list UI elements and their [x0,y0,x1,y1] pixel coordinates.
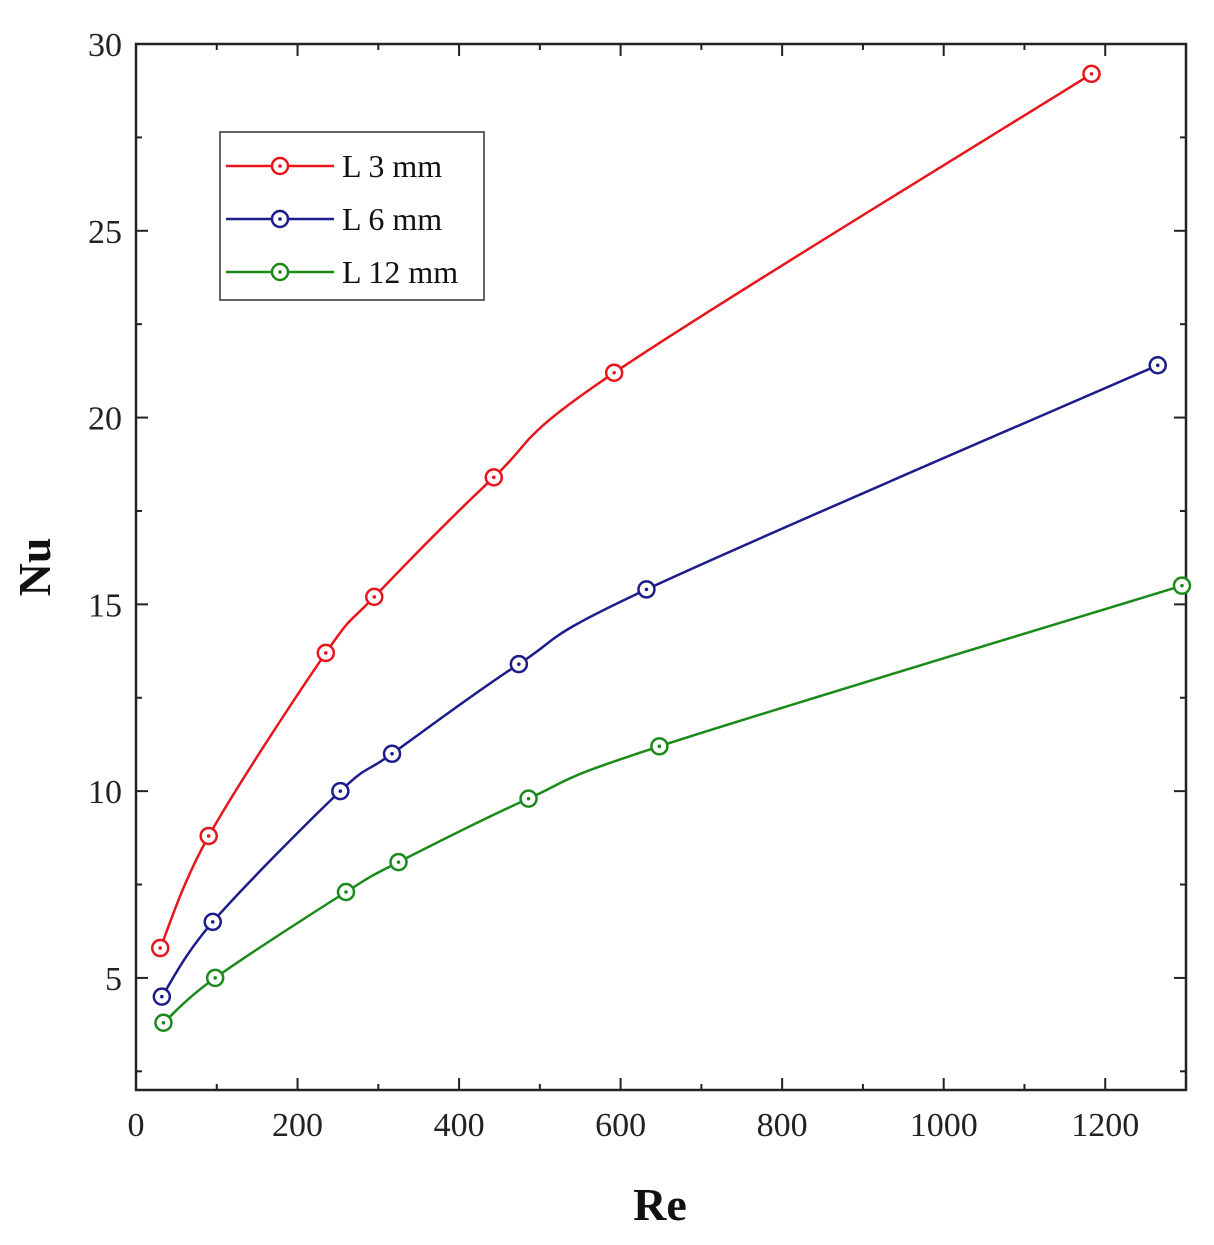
y-tick-label: 15 [88,587,122,624]
legend-marker [270,262,290,282]
data-point [336,882,356,902]
data-point [152,987,172,1006]
x-tick-label: 400 [434,1107,485,1144]
data-point [150,938,170,958]
legend-item: L 12 mm [226,254,458,290]
series-layer [150,64,1192,1033]
x-tick-label: 200 [272,1107,323,1144]
data-point [1082,64,1101,84]
x-tick-label: 0 [128,1107,145,1144]
series-line [162,584,1183,1024]
series-l-12-mm [154,576,1192,1033]
data-point [637,580,656,599]
legend: L 3 mm L 6 mm L 12 mm [219,131,485,301]
series-line [159,72,1093,949]
x-axis-title: Re [633,1179,687,1230]
legend-marker [270,156,290,176]
y-tick-label: 30 [88,27,122,64]
data-point [199,826,218,846]
data-point [316,643,336,663]
data-point [382,744,402,764]
data-point [389,852,408,872]
data-point [365,587,384,607]
data-point [509,654,529,674]
data-point [203,912,222,932]
legend-label: L 12 mm [342,254,458,290]
y-tick-label: 20 [88,401,122,438]
x-tick-label: 800 [757,1107,808,1144]
legend-item: L 3 mm [226,148,442,184]
data-point [1148,356,1167,375]
data-point [154,1013,173,1033]
data-point [205,968,225,988]
y-axis-title: Nu [9,538,60,597]
legend-item: L 6 mm [226,201,442,237]
legend-label: L 6 mm [342,201,442,237]
data-point [604,363,624,382]
x-tick-label: 1200 [1071,1107,1139,1144]
y-tick-label: 25 [88,214,122,251]
data-point [519,789,538,808]
data-point [1172,576,1192,595]
data-point [484,468,504,487]
series-l-3-mm [150,64,1101,958]
legend-marker [270,209,290,229]
y-axis-ticks: 5 10 15 20 25 30 [88,27,1186,1073]
legend-label: L 3 mm [342,148,442,184]
y-tick-label: 10 [88,774,122,811]
x-tick-label: 1000 [910,1107,978,1144]
data-point [650,737,669,756]
data-point [331,781,350,801]
series-line [160,364,1159,998]
x-tick-label: 600 [595,1107,646,1144]
x-axis-ticks: 0 200 400 600 800 1000 1200 [128,44,1139,1144]
series-l-6-mm [152,356,1167,1006]
y-tick-label: 5 [105,961,122,998]
plot-area-frame [134,42,1188,1092]
